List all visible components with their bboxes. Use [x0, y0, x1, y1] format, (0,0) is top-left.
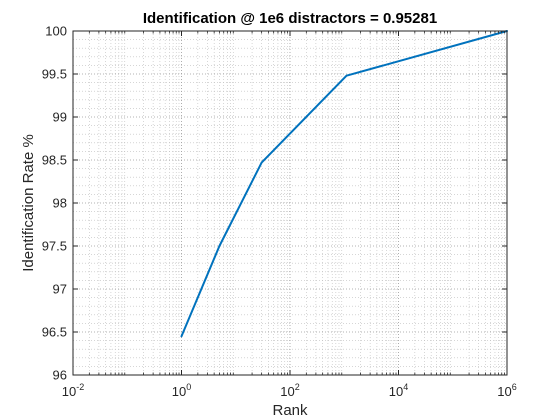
- y-tick-label: 99: [53, 110, 67, 125]
- chart-title: Identification @ 1e6 distractors = 0.952…: [143, 10, 437, 27]
- y-tick-labels: 96 96.5 97 97.5 98 98.5 99 99.5 100: [42, 24, 67, 383]
- tick-marks: [72, 30, 508, 376]
- y-axis-label: Identification Rate %: [20, 134, 37, 272]
- series-line: [180, 30, 508, 338]
- x-tick-label: 102: [280, 382, 299, 399]
- x-tick-labels: 10-2 100 102 104 106: [62, 382, 517, 399]
- x-tick-label: 104: [389, 382, 408, 399]
- y-tick-label: 100: [45, 24, 67, 39]
- x-tick-label: 10-2: [62, 382, 84, 399]
- x-axis-label: Rank: [272, 402, 308, 419]
- x-tick-label: 106: [497, 382, 516, 399]
- series-layer: [180, 30, 508, 338]
- y-tick-label: 97: [53, 282, 67, 297]
- y-tick-label: 98.5: [42, 153, 67, 168]
- y-tick-label: 96: [53, 368, 67, 383]
- x-tick-label: 100: [172, 382, 191, 399]
- y-tick-label: 98: [53, 196, 67, 211]
- y-tick-label: 97.5: [42, 239, 67, 254]
- y-tick-label: 99.5: [42, 67, 67, 82]
- y-tick-label: 96.5: [42, 325, 67, 340]
